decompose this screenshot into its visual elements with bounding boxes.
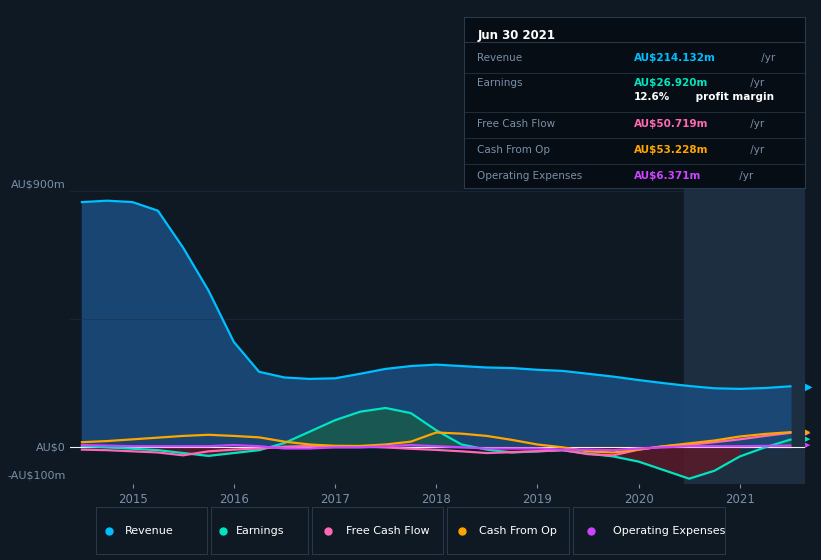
Text: /yr: /yr bbox=[746, 145, 764, 155]
Text: Revenue: Revenue bbox=[478, 53, 523, 63]
Text: AU$214.132m: AU$214.132m bbox=[635, 53, 716, 63]
Text: AU$6.371m: AU$6.371m bbox=[635, 171, 702, 181]
Text: AU$50.719m: AU$50.719m bbox=[635, 119, 709, 129]
Text: Cash From Op: Cash From Op bbox=[478, 145, 551, 155]
Text: Free Cash Flow: Free Cash Flow bbox=[346, 526, 429, 535]
Text: /yr: /yr bbox=[746, 78, 764, 88]
Text: ▶: ▶ bbox=[805, 442, 810, 449]
Text: ▶: ▶ bbox=[805, 437, 810, 442]
Text: Operating Expenses: Operating Expenses bbox=[612, 526, 725, 535]
Text: AU$0: AU$0 bbox=[36, 442, 67, 452]
Text: Earnings: Earnings bbox=[236, 526, 285, 535]
Bar bbox=[684, 174, 809, 484]
Text: -AU$100m: -AU$100m bbox=[7, 471, 67, 481]
Text: /yr: /yr bbox=[758, 53, 775, 63]
Text: AU$53.228m: AU$53.228m bbox=[635, 145, 709, 155]
Text: AU$900m: AU$900m bbox=[11, 179, 67, 189]
Text: profit margin: profit margin bbox=[692, 92, 774, 102]
Text: AU$26.920m: AU$26.920m bbox=[635, 78, 709, 88]
Text: Earnings: Earnings bbox=[478, 78, 523, 88]
Text: Cash From Op: Cash From Op bbox=[479, 526, 557, 535]
Text: Revenue: Revenue bbox=[125, 526, 173, 535]
Text: ▶: ▶ bbox=[805, 381, 813, 391]
Text: 12.6%: 12.6% bbox=[635, 92, 671, 102]
Text: Free Cash Flow: Free Cash Flow bbox=[478, 119, 556, 129]
Text: Jun 30 2021: Jun 30 2021 bbox=[478, 29, 556, 42]
Text: /yr: /yr bbox=[736, 171, 753, 181]
Text: ▶: ▶ bbox=[805, 429, 810, 435]
Text: /yr: /yr bbox=[746, 119, 764, 129]
Text: Operating Expenses: Operating Expenses bbox=[478, 171, 583, 181]
Text: ▶: ▶ bbox=[805, 430, 810, 436]
